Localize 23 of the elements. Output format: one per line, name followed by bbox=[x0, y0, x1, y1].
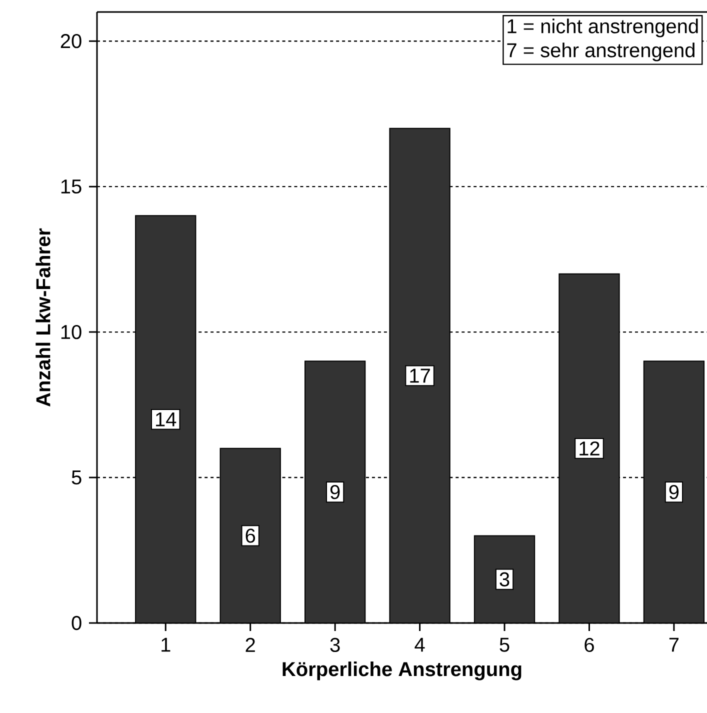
data-label: 9 bbox=[669, 484, 679, 500]
x-tick-label: 1 bbox=[162, 638, 170, 652]
data-label: 17 bbox=[410, 368, 430, 383]
annotation: 1 = nicht anstrengend bbox=[508, 18, 698, 38]
y-tick-label: 0 bbox=[72, 616, 82, 630]
data-label: 3 bbox=[500, 572, 510, 586]
annotation: 7 = sehr anstrengend bbox=[507, 42, 694, 62]
y-tick-label: 20 bbox=[60, 34, 82, 48]
data-label: 9 bbox=[330, 484, 340, 500]
x-tick-label: 6 bbox=[584, 638, 594, 652]
y-tick-label: 15 bbox=[61, 180, 82, 194]
data-label: 12 bbox=[580, 441, 600, 456]
x-axis-title: Körperliche Anstrengung bbox=[282, 662, 522, 680]
x-tick-label: 2 bbox=[246, 638, 255, 652]
data-label: 14 bbox=[156, 412, 176, 426]
y-tick-label: 10 bbox=[61, 324, 82, 340]
x-tick-label: 5 bbox=[500, 638, 510, 652]
y-axis-title: Anzahl Lkw-Fahrer bbox=[36, 228, 50, 406]
x-tick-label: 3 bbox=[330, 638, 340, 652]
y-tick-label: 5 bbox=[72, 470, 82, 485]
x-tick-label: 4 bbox=[414, 638, 425, 652]
x-tick-label: 7 bbox=[669, 638, 679, 652]
data-label: 6 bbox=[246, 528, 256, 543]
